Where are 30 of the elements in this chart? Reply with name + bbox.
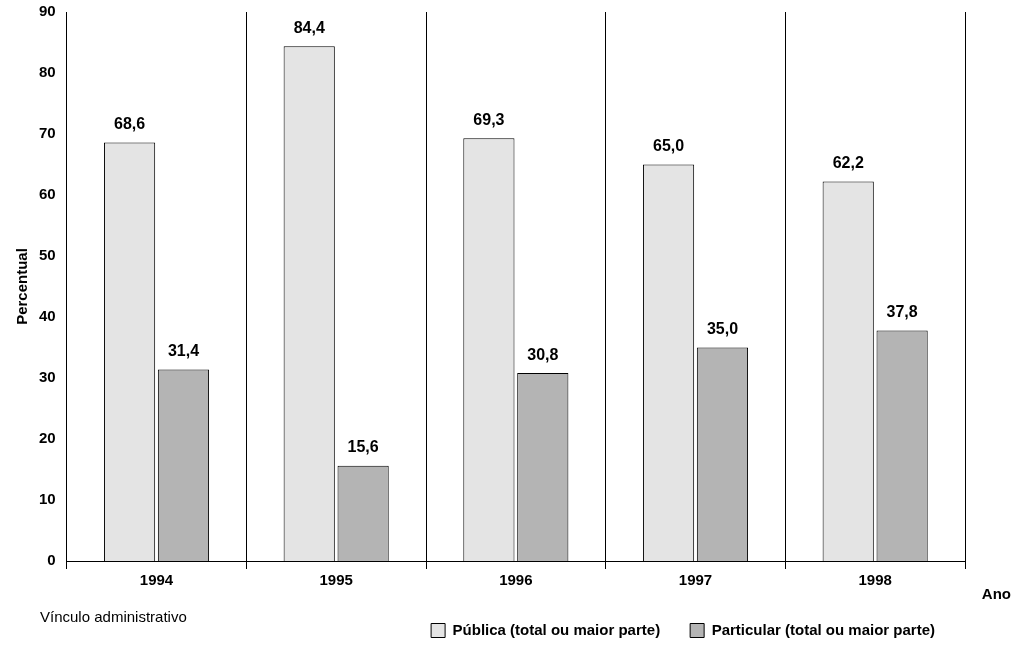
legend-label: Particular (total ou maior parte) [711, 620, 935, 638]
y-tick-label: 40 [39, 307, 56, 325]
y-tick-label: 30 [39, 368, 56, 386]
data-label: 65,0 [652, 136, 685, 154]
y-tick-label: 50 [39, 246, 56, 264]
x-tick-label: 1994 [139, 571, 174, 589]
y-tick-label: 80 [39, 63, 56, 81]
y-tick-label: 90 [39, 2, 56, 20]
x-tick-label: 1996 [499, 571, 533, 589]
x-axis-title: Ano [981, 584, 1011, 602]
y-tick-label: 70 [39, 124, 56, 142]
y-axis-title: Percentual [13, 248, 31, 325]
data-label: 84,4 [293, 18, 325, 36]
data-label: 30,8 [527, 345, 559, 363]
x-tick-label: 1995 [319, 571, 353, 589]
data-label: 31,4 [167, 341, 200, 359]
data-label: 62,2 [832, 153, 864, 171]
data-label: 68,6 [114, 114, 146, 132]
data-label: 69,3 [473, 110, 505, 128]
x-tick-label: 1998 [858, 571, 892, 589]
data-label: 35,0 [706, 319, 739, 337]
x-tick-label: 1997 [678, 571, 713, 589]
y-tick-label: 0 [47, 551, 56, 569]
data-label: 15,6 [347, 438, 379, 456]
legend-title: Vínculo administrativo [40, 608, 187, 625]
y-tick-label: 20 [39, 429, 56, 447]
legend-label: Pública (total ou maior parte) [452, 620, 661, 638]
data-label: 37,8 [886, 302, 918, 320]
y-tick-label: 60 [39, 185, 56, 203]
y-tick-label: 10 [39, 490, 56, 508]
